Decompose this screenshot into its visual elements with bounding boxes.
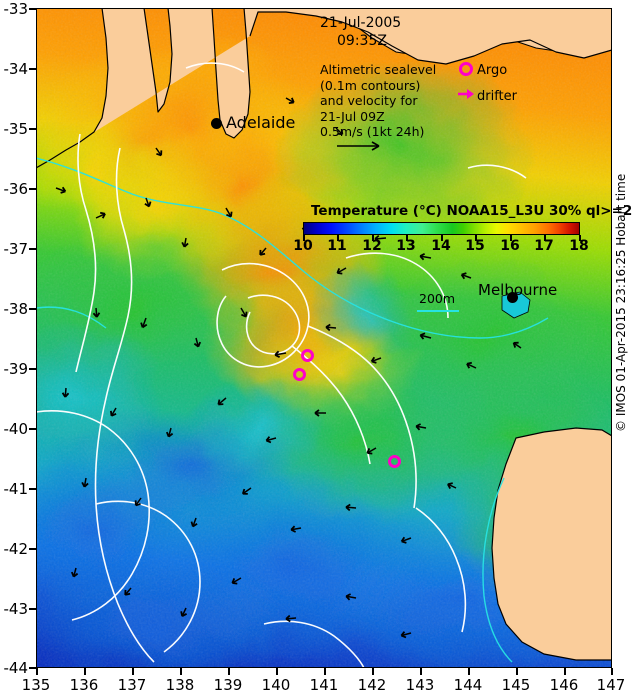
colorbar-tick: [544, 235, 546, 241]
city-label-melbourne: Melbourne: [478, 281, 558, 299]
y-tick: [29, 667, 36, 669]
x-axis-label: 143: [405, 676, 435, 694]
y-tick: [29, 428, 36, 430]
x-axis-label: 138: [165, 676, 195, 694]
x-axis-label: 142: [357, 676, 387, 694]
x-tick: [372, 668, 374, 675]
x-axis-label: 145: [501, 676, 531, 694]
x-axis-label: 141: [309, 676, 339, 694]
altimetry-note: Altimetric sealevel (0.1m contours) and …: [320, 62, 437, 139]
colorbar-label: 10: [293, 238, 313, 254]
colorbar-label: 11: [327, 238, 347, 254]
colorbar-label: 15: [465, 238, 485, 254]
y-axis-label: -33: [3, 0, 29, 18]
x-tick: [468, 668, 470, 675]
y-axis-label: -34: [3, 60, 29, 78]
colorbar-gradient: [303, 222, 580, 235]
colorbar-tick: [303, 235, 305, 241]
sst-raster: [36, 8, 612, 668]
x-axis-label: 147: [596, 676, 626, 694]
x-tick: [132, 668, 134, 675]
x-axis-label: 140: [261, 676, 291, 694]
y-tick: [29, 188, 36, 190]
x-tick: [36, 668, 38, 675]
x-axis-label: 144: [453, 676, 483, 694]
argo-legend-label: Argo: [477, 63, 508, 78]
y-tick: [29, 308, 36, 310]
y-axis-label: -43: [3, 600, 29, 618]
x-tick: [564, 668, 566, 675]
y-axis-label: -41: [3, 480, 29, 498]
bathymetry-200m-contour: [36, 157, 549, 663]
x-tick: [324, 668, 326, 675]
y-axis-label: -39: [3, 360, 29, 378]
y-tick: [29, 68, 36, 70]
x-axis-label: 136: [69, 676, 99, 694]
date-stamp: 21-Jul-2005: [320, 15, 402, 31]
bathymetry-label: 200m: [419, 291, 456, 306]
y-tick: [29, 248, 36, 250]
y-axis-label: -37: [3, 240, 29, 258]
x-tick: [516, 668, 518, 675]
colorbar-label: 12: [362, 238, 382, 254]
x-tick: [84, 668, 86, 675]
colorbar-tick: [579, 235, 581, 241]
map-plot-area[interactable]: [36, 8, 612, 668]
y-tick: [29, 548, 36, 550]
y-axis-label: -35: [3, 120, 29, 138]
bathymetry-key-line: [417, 310, 459, 312]
argo-marker[interactable]: [301, 349, 314, 362]
colorbar-label: 13: [396, 238, 416, 254]
y-axis-label: -40: [3, 420, 29, 438]
colorbar-label: 17: [534, 238, 554, 254]
city-dot-adelaide[interactable]: [211, 118, 222, 129]
city-label-adelaide: Adelaide: [226, 113, 296, 132]
x-axis-label: 139: [213, 676, 243, 694]
y-axis-label: -44: [3, 659, 29, 677]
y-tick: [29, 608, 36, 610]
argo-marker[interactable]: [293, 368, 306, 381]
velocity-vectors: [55, 97, 522, 639]
velocity-scale-arrow: [337, 141, 380, 151]
time-stamp: 09:35Z: [337, 33, 387, 49]
y-tick: [29, 488, 36, 490]
copyright-text: © IMOS 01-Apr-2015 23:16:25 Hobart time: [614, 173, 628, 432]
x-axis-label: 146: [549, 676, 579, 694]
y-tick: [29, 368, 36, 370]
y-axis-label: -42: [3, 540, 29, 558]
argo-legend-icon: [459, 62, 473, 76]
x-tick: [420, 668, 422, 675]
x-axis-label: 137: [117, 676, 147, 694]
argo-marker[interactable]: [388, 455, 401, 468]
y-axis-label: -36: [3, 180, 29, 198]
y-tick: [29, 8, 36, 10]
city-dot-melbourne[interactable]: [507, 292, 518, 303]
colorbar-tick: [406, 235, 408, 241]
colorbar-tick: [337, 235, 339, 241]
colorbar-tick: [372, 235, 374, 241]
colorbar-label: 18: [569, 238, 589, 254]
sealevel-contours: [36, 62, 527, 668]
colorbar-label: 14: [431, 238, 451, 254]
drifter-legend-icon: [458, 89, 474, 99]
drifter-legend-label: drifter: [477, 89, 517, 104]
coastline-tasmania: [491, 427, 612, 661]
y-axis-label: -38: [3, 300, 29, 318]
colorbar-label: 16: [500, 238, 520, 254]
x-tick: [276, 668, 278, 675]
colorbar-tick: [510, 235, 512, 241]
y-tick: [29, 128, 36, 130]
x-tick: [228, 668, 230, 675]
x-axis-label: 135: [21, 676, 51, 694]
colorbar-title: Temperature (°C) NOAA15_L3U 30% ql>=2: [311, 203, 633, 219]
x-tick: [611, 668, 613, 675]
x-tick: [180, 668, 182, 675]
colorbar-tick: [475, 235, 477, 241]
colorbar-tick: [441, 235, 443, 241]
